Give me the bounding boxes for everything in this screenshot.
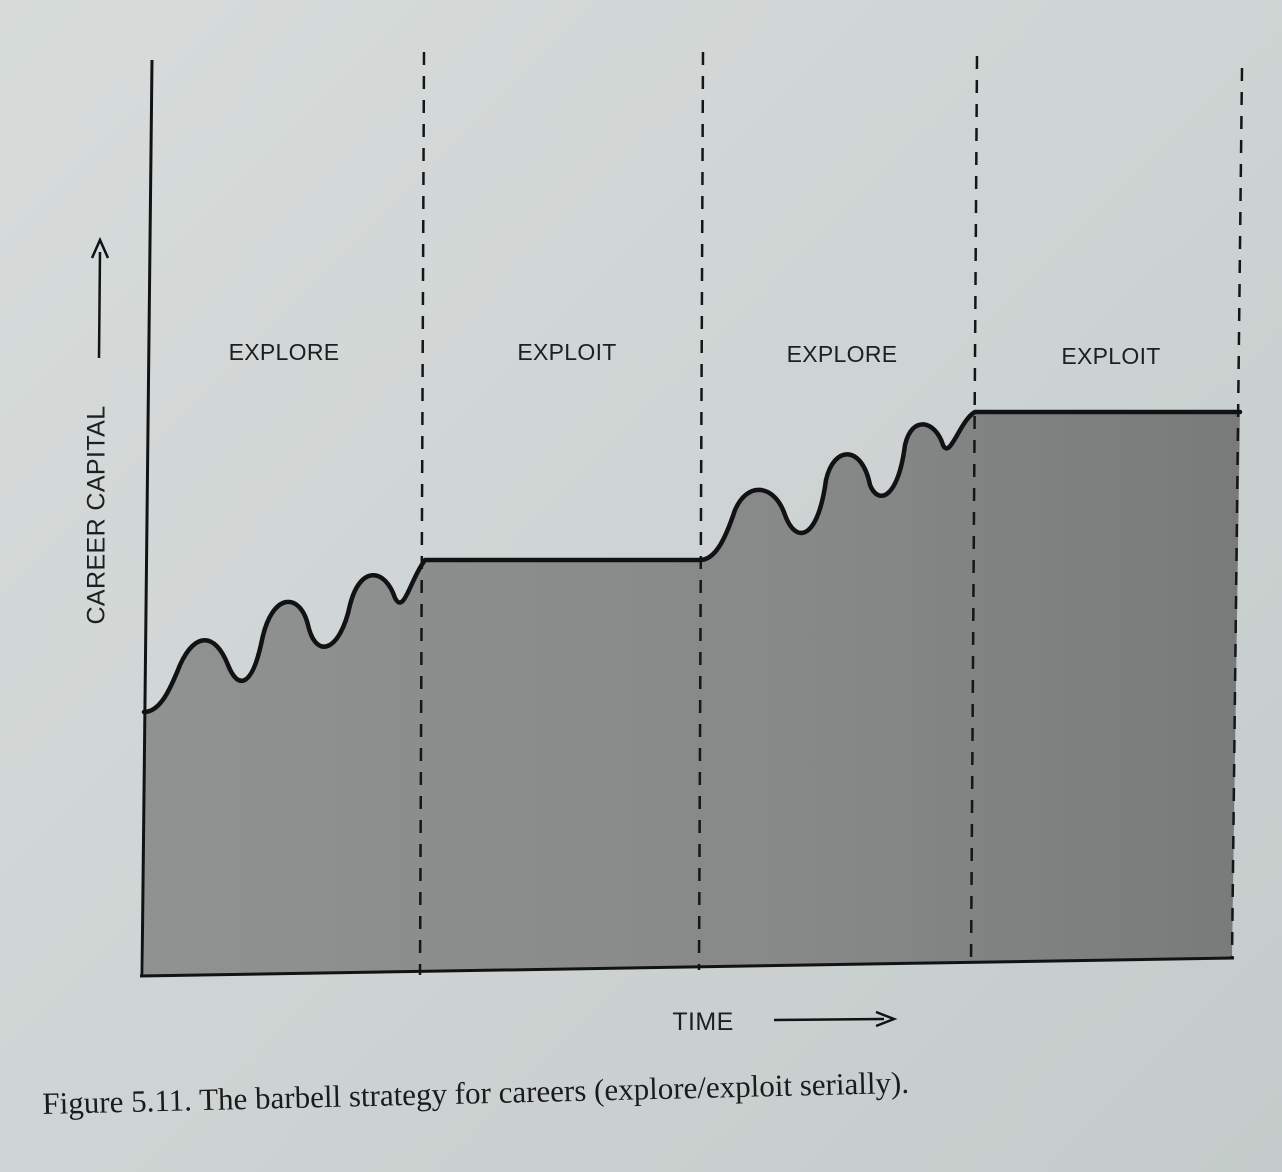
x-axis-label: TIME: [672, 1008, 733, 1036]
x-axis-arrow-icon: [773, 1010, 898, 1028]
phase-divider-4: [1230, 67, 1244, 959]
y-axis-arrow-icon: [90, 236, 110, 359]
phase-label-exploit-1: EXPLOIT: [517, 339, 616, 365]
y-axis-line: [140, 59, 154, 978]
x-axis-line: [139, 956, 1235, 978]
career-capital-curve: [141, 409, 1243, 715]
phase-divider-1: [418, 51, 426, 976]
phase-label-exploit-2: EXPLOIT: [1061, 343, 1160, 369]
phase-divider-3: [969, 55, 979, 966]
phase-divider-2: [697, 51, 705, 971]
y-axis-label: CAREER CAPITAL: [83, 405, 111, 624]
phase-label-explore-1: EXPLORE: [229, 339, 340, 365]
career-capital-area: [144, 412, 1240, 975]
phase-label-explore-2: EXPLORE: [787, 341, 898, 367]
